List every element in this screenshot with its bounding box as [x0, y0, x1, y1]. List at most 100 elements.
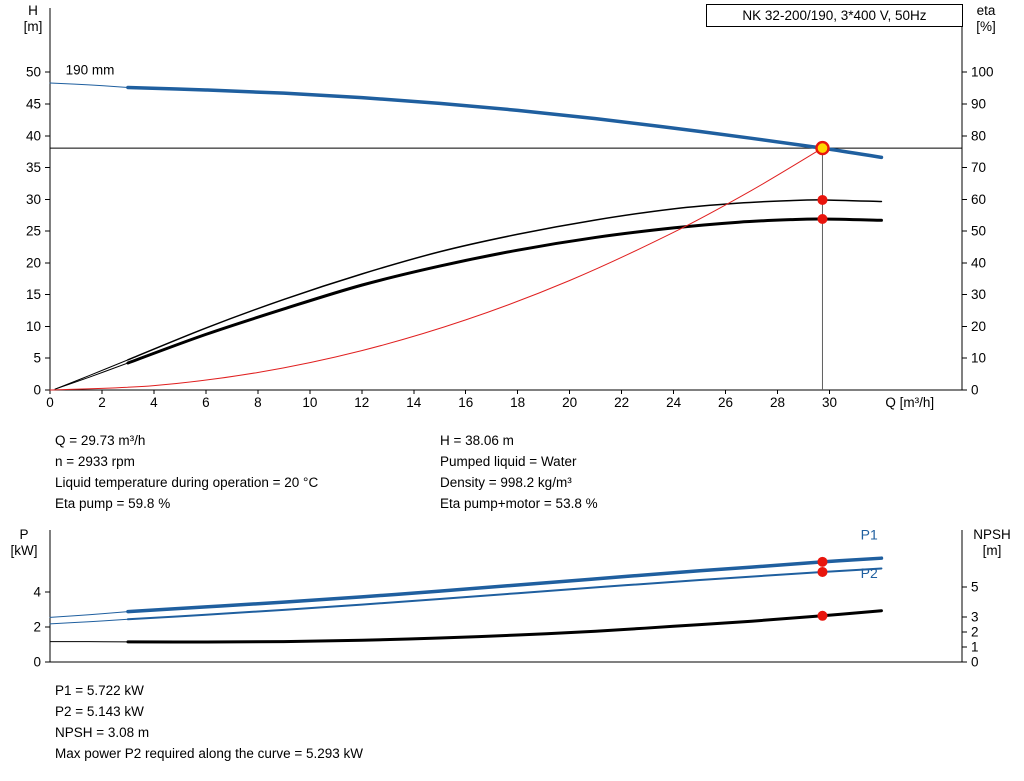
tick-label: 60 [971, 192, 986, 207]
pump-title: NK 32-200/190, 3*400 V, 50Hz [742, 8, 927, 23]
p2-curve [126, 567, 883, 621]
npsh-value-marker [817, 610, 828, 621]
tick-label: 8 [254, 395, 262, 410]
tick-label: 10 [971, 351, 986, 366]
tick-label: 3 [971, 610, 979, 625]
eta-axis-label: eta [%] [966, 3, 1006, 35]
tick-label: 10 [302, 395, 317, 410]
tick-label: 22 [614, 395, 629, 410]
tick-label: 28 [770, 395, 785, 410]
curve-label-190-mm: 190 mm [66, 63, 115, 78]
tick-label: 0 [33, 383, 41, 398]
info-eta-pump: Eta pump = 59.8 % [55, 496, 171, 511]
tick-label: 16 [458, 395, 473, 410]
tick-label: 20 [562, 395, 577, 410]
tick-label: 12 [354, 395, 369, 410]
npsh-axis-unit: [m] [982, 543, 1002, 558]
p1-value-marker [817, 556, 828, 567]
power-axis-label: P [kW] [2, 527, 46, 559]
info-density: Density = 998.2 kg/m³ [440, 475, 572, 490]
npsh-curve [126, 609, 883, 644]
tick-label: 6 [202, 395, 210, 410]
head-curve-190mm [126, 85, 884, 160]
tick-label: 20 [971, 319, 986, 334]
tick-label: 14 [406, 395, 422, 410]
tick-label: 24 [666, 395, 682, 410]
eta-pump-value-marker [817, 194, 828, 205]
eta-pump-curve [127, 199, 883, 361]
tick-label: 80 [971, 128, 986, 143]
npsh-axis-label: NPSH [m] [964, 527, 1020, 559]
operating-data-left: Q = 29.73 m³/h n = 2933 rpm Liquid tempe… [55, 430, 318, 514]
tick-label: 15 [26, 287, 41, 302]
tick-label: 50 [26, 65, 41, 80]
eta-pump-motor-value-marker [817, 214, 828, 225]
info-eta-pump-motor: Eta pump+motor = 53.8 % [440, 496, 598, 511]
tick-label: 0 [971, 383, 979, 398]
x-axis-title: Q [m³/h] [885, 395, 934, 410]
power-data-block: P1 = 5.722 kW P2 = 5.143 kW NPSH = 3.08 … [55, 680, 363, 764]
tick-label: 30 [822, 395, 837, 410]
tick-label: 0 [971, 655, 979, 670]
tick-label: 100 [971, 65, 994, 80]
duty-point-marker[interactable] [815, 140, 830, 156]
p2-curve-leadin [49, 618, 129, 625]
p1-curve [126, 556, 884, 614]
tick-label: 10 [26, 319, 41, 334]
p2-value-marker [817, 566, 828, 577]
tick-label: 45 [26, 96, 41, 111]
info-speed: n = 2933 rpm [55, 454, 135, 469]
tick-label: 2 [33, 619, 41, 634]
tick-label: 30 [971, 287, 986, 302]
npsh-axis-symbol: NPSH [973, 527, 1011, 542]
eta-pump-motor-leadin [54, 362, 129, 390]
info-liquid-temperature: Liquid temperature during operation = 20… [55, 475, 319, 490]
head-curve-leadin [49, 82, 129, 88]
tick-label: 30 [26, 192, 41, 207]
head-axis-unit: [m] [23, 19, 43, 34]
info-flow: Q = 29.73 m³/h [55, 433, 146, 448]
tick-label: 4 [150, 395, 158, 410]
tick-label: 40 [26, 128, 41, 143]
tick-label: 50 [971, 224, 986, 239]
curve-label-p1: P1 [861, 526, 878, 542]
tick-label: 5 [971, 580, 979, 595]
info-p1: P1 = 5.722 kW [55, 683, 144, 698]
power-axis-symbol: P [19, 527, 29, 542]
tick-label: 70 [971, 160, 986, 175]
tick-label: 5 [33, 351, 41, 366]
tick-label: 0 [33, 655, 41, 670]
tick-label: 2 [98, 395, 106, 410]
hq-eta-chart: 0510152025303540455001020304050607080901… [26, 8, 994, 410]
p1-curve-leadin [49, 611, 129, 618]
head-axis-label: H [m] [14, 3, 52, 35]
system-curve [49, 147, 823, 391]
info-p2: P2 = 5.143 kW [55, 704, 144, 719]
tick-label: 20 [26, 255, 41, 270]
power-axis-unit: [kW] [10, 543, 38, 558]
curve-label-p2: P2 [861, 565, 878, 581]
eta-axis-unit: [%] [976, 19, 996, 34]
head-axis-symbol: H [28, 3, 38, 18]
tick-label: 26 [718, 395, 733, 410]
operating-data-right: H = 38.06 m Pumped liquid = Water Densit… [440, 430, 598, 514]
info-npsh: NPSH = 3.08 m [55, 725, 150, 740]
tick-label: 4 [33, 584, 41, 599]
tick-label: 90 [971, 96, 986, 111]
info-head: H = 38.06 m [440, 433, 514, 448]
tick-label: 25 [26, 224, 41, 239]
eta-pump-leadin [54, 359, 129, 390]
info-pumped-liquid: Pumped liquid = Water [440, 454, 577, 469]
eta-pump-motor-curve [126, 217, 883, 365]
tick-label: 40 [971, 255, 986, 270]
pump-title-box: NK 32-200/190, 3*400 V, 50Hz [706, 4, 963, 27]
tick-label: 1 [971, 640, 979, 655]
tick-label: 18 [510, 395, 525, 410]
tick-label: 2 [971, 625, 979, 640]
tick-label: 0 [46, 395, 54, 410]
info-max-power: Max power P2 required along the curve = … [55, 746, 364, 761]
tick-label: 35 [26, 160, 41, 175]
